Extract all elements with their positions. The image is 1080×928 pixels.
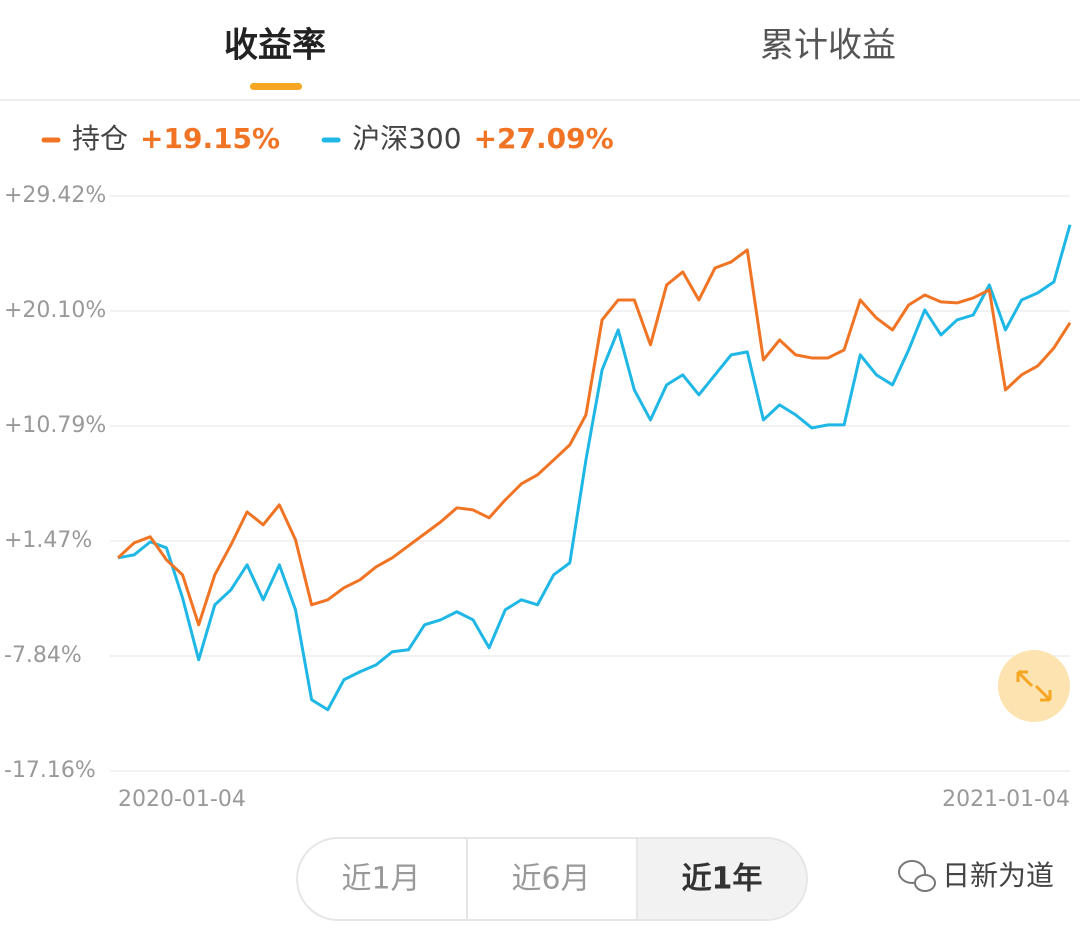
expand-button[interactable] xyxy=(998,650,1070,722)
tab-active[interactable]: 收益率 xyxy=(224,26,326,66)
watermark: 日新为道 xyxy=(942,859,1054,892)
y-tick-label: +10.79% xyxy=(4,413,106,438)
y-tick-label: +29.42% xyxy=(4,183,106,208)
legend-value: +27.09% xyxy=(474,122,614,155)
tab-indicator xyxy=(250,83,302,90)
legend-label: 持仓 xyxy=(72,122,128,155)
wechat-icon xyxy=(898,860,936,892)
y-tick-label: -17.16% xyxy=(4,758,96,783)
plot: -17.16% -7.84% +1.47% +10.79% +20.10% +29.42%… xyxy=(4,183,1072,812)
x-tick-label: 2020-01-04 xyxy=(118,787,246,812)
legend-label: 沪深300 xyxy=(352,122,461,155)
range-button[interactable]: 近6月 xyxy=(511,862,590,897)
range-button[interactable]: 近1月 xyxy=(341,862,420,897)
x-tick-label: 2021-01-04 xyxy=(942,787,1070,812)
tab[interactable]: 累计收益 xyxy=(760,26,896,66)
range-selected-bg xyxy=(637,839,806,919)
line-series xyxy=(116,248,1072,627)
y-tick-label: -7.84% xyxy=(4,643,82,668)
line-series xyxy=(117,224,1072,712)
y-tick-label: +20.10% xyxy=(4,298,106,323)
range-button-active[interactable]: 近1年 xyxy=(682,862,763,897)
y-tick-label: +1.47% xyxy=(4,528,92,553)
legend: 持仓 +19.15% 沪深300 +27.09% xyxy=(41,122,614,155)
expand-icon xyxy=(1016,670,1052,702)
legend-value: +19.15% xyxy=(140,122,280,155)
